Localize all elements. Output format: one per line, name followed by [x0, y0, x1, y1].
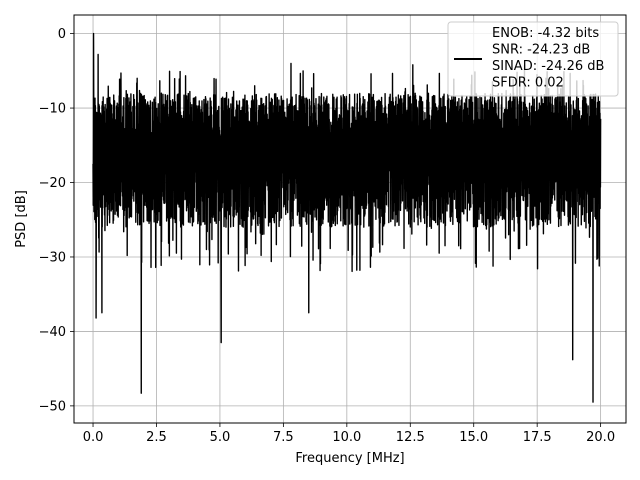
- x-tick-label: 5.0: [210, 430, 231, 445]
- y-tick-label: 0: [58, 27, 66, 42]
- y-tick-label: −30: [39, 250, 66, 265]
- y-tick-label: −10: [39, 102, 66, 117]
- x-tick-label: 0.0: [83, 430, 104, 445]
- axes-frame: [73, 14, 627, 424]
- legend-entry-enob: ENOB: -4.32 bits: [492, 26, 599, 41]
- x-tick-label: 2.5: [146, 430, 167, 445]
- y-tick-label: −20: [39, 176, 66, 191]
- legend: ENOB: -4.32 bits SNR: -24.23 dB SINAD: -…: [447, 21, 619, 97]
- x-tick-label: 17.5: [523, 430, 552, 445]
- y-tick-label: −40: [39, 325, 66, 340]
- x-tick-label: 12.5: [396, 430, 425, 445]
- y-axis-label: PSD [dB]: [14, 190, 29, 248]
- legend-box: [447, 21, 619, 97]
- x-tick-label: 20.0: [586, 430, 615, 445]
- series-layer: [92, 32, 602, 403]
- y-ticks: 0 −10 −20 −30 −40 −50: [39, 27, 74, 414]
- legend-entry-sfdr: SFDR: 0.02: [492, 76, 564, 91]
- legend-entry-sinad: SINAD: -24.26 dB: [492, 59, 604, 74]
- x-tick-label: 15.0: [459, 430, 488, 445]
- psd-series-line: [92, 32, 602, 403]
- y-tick-label: −50: [39, 399, 66, 414]
- x-ticks: 0.0 2.5 5.0 7.5 10.0 12.5 15.0 17.5 20.0: [83, 423, 615, 445]
- x-tick-label: 10.0: [332, 430, 361, 445]
- x-axis-label: Frequency [MHz]: [295, 451, 404, 466]
- x-tick-label: 7.5: [273, 430, 294, 445]
- legend-entry-snr: SNR: -24.23 dB: [492, 43, 590, 58]
